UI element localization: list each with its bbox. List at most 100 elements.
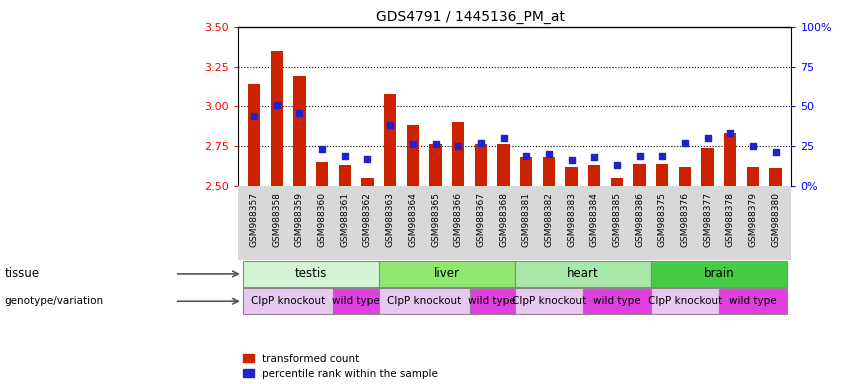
Point bbox=[361, 156, 374, 162]
Text: GSM988386: GSM988386 bbox=[635, 192, 644, 247]
Point bbox=[768, 149, 782, 156]
Text: GSM988383: GSM988383 bbox=[567, 192, 576, 247]
Bar bbox=[316, 162, 328, 186]
Text: GSM988368: GSM988368 bbox=[499, 192, 508, 247]
Bar bbox=[362, 178, 374, 186]
Text: GSM988366: GSM988366 bbox=[454, 192, 463, 247]
Bar bbox=[429, 144, 442, 186]
Point bbox=[383, 122, 397, 129]
Bar bbox=[651, 261, 787, 287]
Bar bbox=[334, 288, 379, 314]
Text: GSM988375: GSM988375 bbox=[658, 192, 666, 247]
Text: GSM988367: GSM988367 bbox=[477, 192, 485, 247]
Bar bbox=[656, 164, 668, 186]
Bar bbox=[271, 51, 283, 186]
Point bbox=[474, 140, 488, 146]
Text: heart: heart bbox=[567, 267, 599, 280]
Text: GSM988361: GSM988361 bbox=[340, 192, 349, 247]
Bar bbox=[588, 165, 601, 186]
Point bbox=[655, 152, 669, 159]
Text: ClpP knockout: ClpP knockout bbox=[387, 296, 461, 306]
Bar bbox=[294, 76, 306, 186]
Point bbox=[678, 140, 692, 146]
Text: GSM988379: GSM988379 bbox=[748, 192, 757, 247]
Bar bbox=[651, 288, 719, 314]
Bar bbox=[611, 178, 623, 186]
Point bbox=[406, 141, 420, 147]
Point bbox=[316, 146, 329, 152]
Text: genotype/variation: genotype/variation bbox=[4, 296, 103, 306]
Bar bbox=[701, 147, 714, 186]
Bar bbox=[719, 288, 787, 314]
Point bbox=[700, 135, 714, 141]
Point bbox=[519, 152, 533, 159]
Text: GSM988380: GSM988380 bbox=[771, 192, 780, 247]
Point bbox=[587, 154, 601, 160]
Text: wild type: wild type bbox=[468, 296, 516, 306]
Text: GSM988357: GSM988357 bbox=[249, 192, 259, 247]
Bar bbox=[248, 84, 260, 186]
Bar bbox=[543, 157, 555, 186]
Text: testis: testis bbox=[294, 267, 327, 280]
Bar bbox=[520, 157, 533, 186]
Text: wild type: wild type bbox=[729, 296, 777, 306]
Bar bbox=[678, 167, 691, 186]
Text: GSM988382: GSM988382 bbox=[545, 192, 553, 247]
Text: GSM988358: GSM988358 bbox=[272, 192, 282, 247]
Bar bbox=[379, 261, 515, 287]
Text: tissue: tissue bbox=[4, 267, 39, 280]
Point bbox=[429, 141, 443, 147]
Text: GSM988364: GSM988364 bbox=[408, 192, 417, 247]
Point bbox=[338, 152, 351, 159]
Bar bbox=[769, 168, 782, 186]
Text: GSM988377: GSM988377 bbox=[703, 192, 712, 247]
Legend: transformed count, percentile rank within the sample: transformed count, percentile rank withi… bbox=[243, 354, 438, 379]
Text: ClpP knockout: ClpP knockout bbox=[648, 296, 722, 306]
Bar bbox=[515, 288, 583, 314]
Bar bbox=[243, 261, 379, 287]
Text: GSM988359: GSM988359 bbox=[295, 192, 304, 247]
Text: GSM988385: GSM988385 bbox=[613, 192, 621, 247]
Point bbox=[270, 102, 283, 108]
Point bbox=[565, 157, 579, 164]
Bar bbox=[475, 144, 487, 186]
Text: GSM988363: GSM988363 bbox=[386, 192, 395, 247]
Text: GSM988365: GSM988365 bbox=[431, 192, 440, 247]
Bar bbox=[565, 167, 578, 186]
Text: brain: brain bbox=[704, 267, 734, 280]
Text: ClpP knockout: ClpP knockout bbox=[511, 296, 586, 306]
Text: wild type: wild type bbox=[333, 296, 380, 306]
Text: ClpP knockout: ClpP knockout bbox=[251, 296, 325, 306]
Title: GDS4791 / 1445136_PM_at: GDS4791 / 1445136_PM_at bbox=[376, 10, 565, 25]
Bar bbox=[470, 288, 515, 314]
Bar bbox=[583, 288, 651, 314]
Text: GSM988378: GSM988378 bbox=[726, 192, 734, 247]
Bar bbox=[243, 288, 334, 314]
Text: GSM988384: GSM988384 bbox=[590, 192, 599, 247]
Point bbox=[451, 143, 465, 149]
Text: GSM988362: GSM988362 bbox=[363, 192, 372, 247]
Text: GSM988360: GSM988360 bbox=[317, 192, 327, 247]
Bar bbox=[384, 94, 397, 186]
Point bbox=[542, 151, 556, 157]
Bar bbox=[746, 167, 759, 186]
Bar bbox=[497, 144, 510, 186]
Point bbox=[497, 135, 511, 141]
Bar bbox=[515, 261, 651, 287]
Point bbox=[248, 113, 261, 119]
Text: wild type: wild type bbox=[593, 296, 641, 306]
Bar bbox=[452, 122, 465, 186]
Point bbox=[723, 130, 737, 136]
Text: GSM988376: GSM988376 bbox=[681, 192, 689, 247]
Bar bbox=[339, 165, 351, 186]
Text: liver: liver bbox=[434, 267, 460, 280]
Point bbox=[610, 162, 624, 168]
Bar bbox=[379, 288, 470, 314]
Point bbox=[746, 143, 760, 149]
Bar bbox=[407, 126, 419, 186]
Text: GSM988381: GSM988381 bbox=[522, 192, 531, 247]
Point bbox=[293, 109, 306, 116]
Point bbox=[633, 152, 647, 159]
Bar bbox=[724, 133, 736, 186]
Bar bbox=[633, 164, 646, 186]
